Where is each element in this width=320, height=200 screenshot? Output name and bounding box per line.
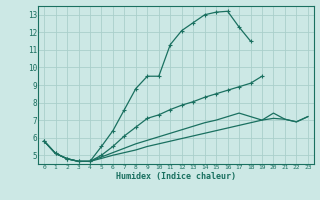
X-axis label: Humidex (Indice chaleur): Humidex (Indice chaleur)	[116, 172, 236, 181]
